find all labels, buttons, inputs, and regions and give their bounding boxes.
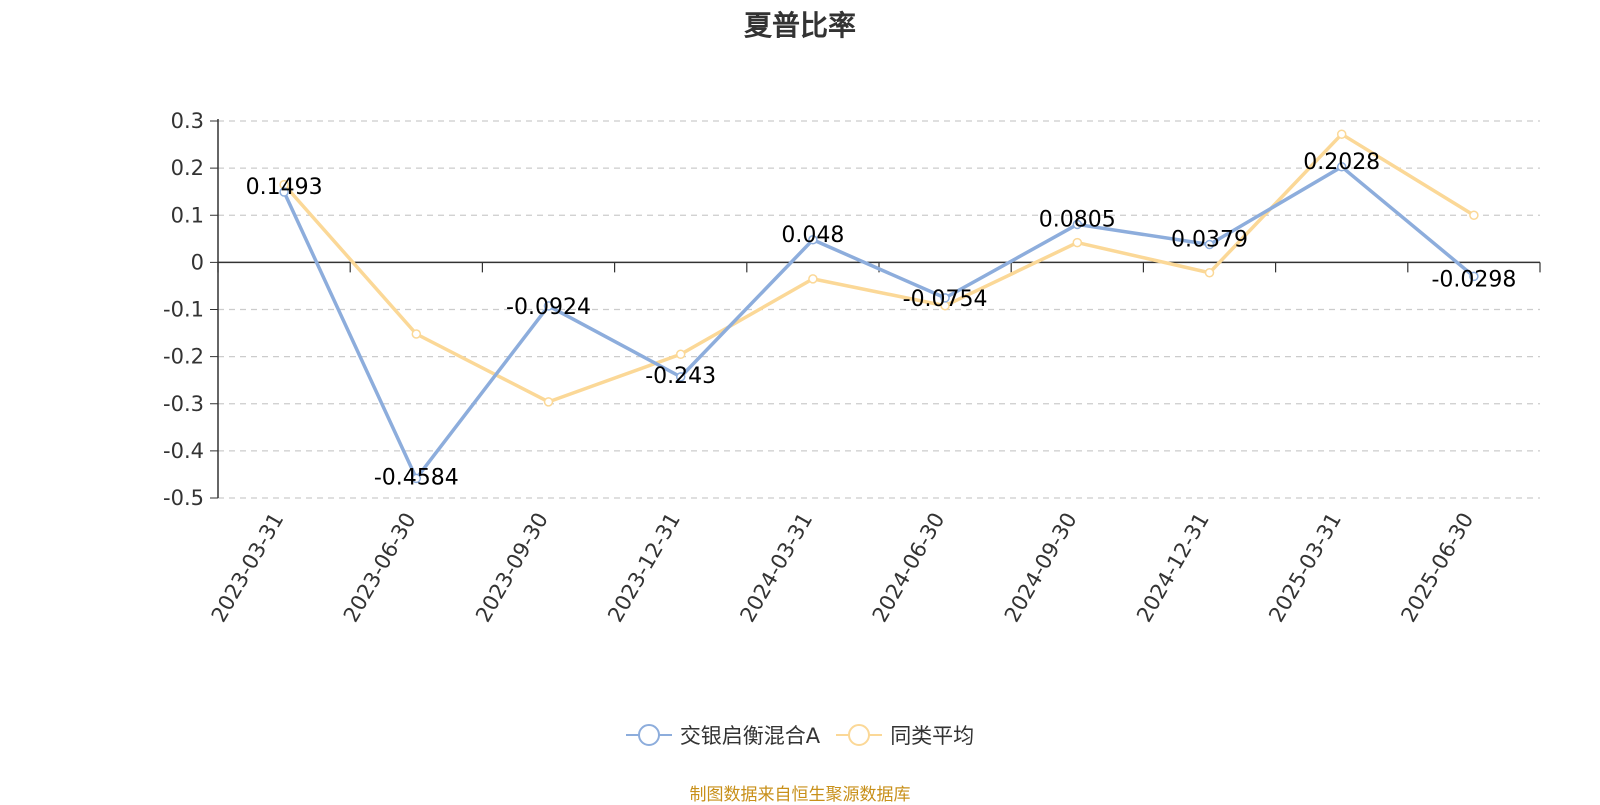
- data-label: -0.4584: [374, 465, 459, 490]
- source-note: 制图数据来自恒生聚源数据库: [689, 785, 911, 805]
- data-point: [543, 397, 554, 407]
- data-point: [1204, 267, 1215, 278]
- y-tick-label: 0.3: [171, 109, 204, 133]
- x-tick-label: 2023-03-31: [207, 509, 289, 627]
- legend-line-circle-icon: [625, 724, 672, 746]
- legend: 交银启衡混合A 同类平均: [0, 720, 1600, 750]
- y-tick-label: -0.5: [163, 486, 204, 510]
- y-tick-label: -0.4: [163, 439, 204, 463]
- data-point: [1336, 129, 1347, 139]
- y-tick-label: -0.1: [163, 298, 204, 322]
- legend-item-fund[interactable]: 交银启衡混合A: [625, 720, 821, 750]
- y-tick-label: -0.3: [163, 392, 204, 416]
- y-tick-label: 0.1: [171, 203, 204, 227]
- data-label: 0.2028: [1303, 150, 1380, 175]
- data-label: -0.0754: [903, 287, 988, 312]
- data-label: -0.0924: [506, 295, 591, 320]
- data-label: 0.048: [781, 223, 844, 248]
- data-point: [1204, 239, 1215, 250]
- legend-item-peer-average[interactable]: 同类平均: [836, 720, 974, 750]
- data-point: [808, 274, 818, 284]
- data-point: [279, 187, 289, 197]
- x-tick-label: 2023-09-30: [471, 509, 553, 627]
- data-point: [940, 293, 950, 303]
- y-tick-label: 0.2: [171, 156, 204, 180]
- data-label: -0.0298: [1431, 267, 1516, 292]
- data-point: [1072, 237, 1083, 248]
- legend-label-peer-average: 同类平均: [890, 724, 975, 748]
- data-label-layer: 0.1493 -0.4584 -0.0924 -0.243 0.048 -0.0754 0.…: [246, 150, 1517, 491]
- axis-layer: 0.3 0.2 0.1 0 -0.1 -0.2 -0.3 -0.4 -0.52023-03-31…: [163, 109, 1541, 627]
- data-label: 0.0379: [1171, 228, 1248, 253]
- x-tick-label: 2025-06-30: [1396, 509, 1478, 627]
- x-tick-label: 2024-12-31: [1132, 509, 1214, 627]
- series-line-0: [282, 165, 1476, 481]
- x-tick-label: 2023-06-30: [339, 509, 421, 627]
- data-point: [675, 349, 686, 360]
- legend-line-circle-icon: [836, 724, 883, 746]
- series-line-1: [282, 132, 1475, 404]
- data-point: [1469, 210, 1479, 220]
- grid-layer: [218, 120, 1540, 499]
- data-point: [411, 329, 422, 339]
- series-layer: [279, 129, 1479, 484]
- data-label: 0.1493: [246, 175, 323, 200]
- data-point: [675, 372, 686, 382]
- data-point: [1469, 271, 1479, 282]
- data-label: 0.0805: [1039, 207, 1116, 232]
- x-tick-label: 2023-12-31: [603, 509, 685, 627]
- x-tick-label: 2024-03-31: [735, 509, 817, 627]
- x-tick-label: 2024-09-30: [1000, 509, 1082, 627]
- y-tick-label: 0: [191, 250, 204, 274]
- legend-label-fund: 交银启衡混合A: [679, 724, 821, 748]
- data-point: [543, 301, 554, 311]
- chart-title: 夏普比率: [743, 9, 856, 42]
- data-label: -0.243: [645, 364, 716, 389]
- x-tick-label: 2025-03-31: [1264, 509, 1346, 627]
- data-point: [1336, 162, 1347, 172]
- data-point: [411, 473, 422, 484]
- data-point: [1072, 219, 1083, 230]
- y-tick-label: -0.2: [163, 345, 204, 369]
- x-tick-label: 2024-06-30: [868, 509, 950, 627]
- data-point: [808, 235, 818, 245]
